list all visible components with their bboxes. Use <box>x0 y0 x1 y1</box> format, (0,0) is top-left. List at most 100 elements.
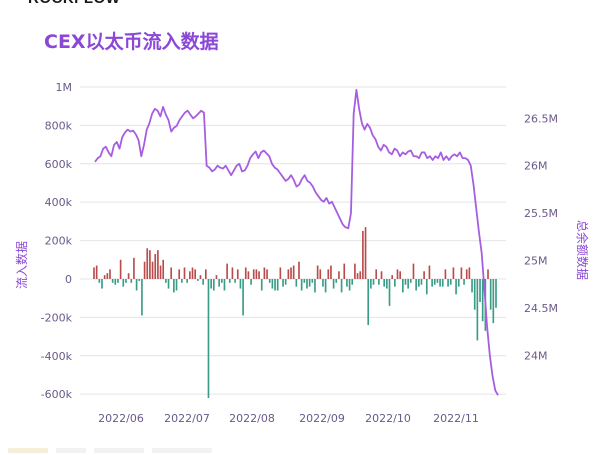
outflow-bar <box>274 278 276 291</box>
left-tick-label: 0 <box>65 273 72 286</box>
inflow-bar <box>127 273 130 279</box>
inflow-bar <box>316 265 319 279</box>
outflow-bar <box>271 278 274 289</box>
outflow-bar <box>348 278 351 291</box>
inflow-bar <box>287 269 290 279</box>
outflow-bar <box>212 278 215 291</box>
outflow-bar <box>441 278 444 287</box>
inflow-bar <box>362 230 364 279</box>
right-tick-label: 26M <box>524 160 548 173</box>
inflow-bar <box>106 273 109 279</box>
inflow-bar <box>338 271 340 279</box>
outflow-bar <box>220 278 223 283</box>
outflow-bar <box>138 278 141 281</box>
left-tick-label: -600k <box>41 388 73 401</box>
left-axis-title: 流入数据 <box>14 241 29 289</box>
outflow-bar <box>436 278 439 283</box>
inflow-bar <box>279 267 282 279</box>
outflow-bar <box>473 278 476 310</box>
inflow-bar <box>356 273 359 279</box>
outflow-bar <box>420 278 423 285</box>
outflow-bar <box>351 278 354 285</box>
outflow-bar <box>218 278 220 287</box>
inflow-bar <box>133 257 135 279</box>
outflow-bar <box>250 278 252 285</box>
inflow-bar <box>215 275 218 279</box>
inflow-bar <box>258 271 260 279</box>
footer-mark <box>8 448 48 453</box>
right-tick-label: 25.5M <box>524 207 558 220</box>
outflow-bar <box>306 278 308 289</box>
outflow-bar <box>314 278 316 293</box>
outflow-bar <box>308 278 311 287</box>
outflow-bar <box>135 278 138 291</box>
outflow-bar <box>476 278 479 341</box>
outflow-bar <box>167 278 170 289</box>
inflow-bar <box>170 267 173 279</box>
x-tick-label: 2022/09 <box>299 412 345 425</box>
outflow-bar <box>388 278 391 306</box>
outflow-bar <box>417 278 420 287</box>
outflow-bar <box>404 278 407 285</box>
right-axis-title: 总余额数据 <box>575 220 590 280</box>
outflow-bar <box>471 278 473 293</box>
outflow-bar <box>114 278 117 285</box>
inflow-bar <box>146 248 149 279</box>
inflow-bar <box>103 275 106 279</box>
outflow-bar <box>370 278 372 289</box>
outflow-bar <box>303 278 306 283</box>
outflow-bar <box>173 278 175 293</box>
outflow-bar <box>300 278 303 291</box>
inflow-bar <box>154 254 157 279</box>
inflow-bar <box>298 261 300 279</box>
outflow-bar <box>141 278 143 316</box>
outflow-bar <box>234 278 236 283</box>
outflow-bar <box>197 278 199 281</box>
outflow-bar <box>111 278 114 283</box>
outflow-bar <box>463 278 465 285</box>
outflow-bar <box>489 278 492 310</box>
outflow-bar <box>367 278 370 326</box>
inflow-bar <box>266 269 268 279</box>
outflow-bar <box>455 278 457 295</box>
outflow-bar <box>175 278 178 291</box>
inflow-bar <box>231 267 234 279</box>
outflow-bar <box>223 278 226 291</box>
outflow-bar <box>268 278 271 283</box>
inflow-bar <box>178 269 181 279</box>
inflow-bar <box>159 265 162 279</box>
inflow-bar <box>399 271 401 279</box>
outflow-bar <box>228 278 231 283</box>
outflow-bar <box>284 278 287 285</box>
inflow-bar <box>460 267 463 279</box>
inflow-bar <box>396 269 399 279</box>
outflow-bar <box>98 278 101 283</box>
inflow-bar <box>199 275 202 279</box>
inflow-bar <box>157 250 159 279</box>
inflow-bar <box>327 269 330 279</box>
outflow-bar <box>378 278 380 285</box>
outflow-bar <box>439 278 441 287</box>
outflow-bar <box>481 278 484 322</box>
outflow-bar <box>386 278 388 289</box>
left-tick-label: -400k <box>41 350 73 363</box>
footer-mark <box>94 448 144 453</box>
x-tick-label: 2022/10 <box>365 412 411 425</box>
outflow-bar <box>372 278 375 285</box>
inflow-bar <box>204 269 207 279</box>
x-tick-label: 2022/11 <box>433 412 479 425</box>
outflow-bar <box>210 278 212 289</box>
balance-line <box>94 88 499 396</box>
inflow-bar <box>468 267 471 279</box>
chart-title: CEX以太币流入数据 <box>44 31 219 53</box>
outflow-bar <box>407 278 409 289</box>
inflow-bar <box>162 259 165 279</box>
outflow-bar <box>335 278 338 283</box>
inflow-bar <box>263 267 266 279</box>
right-tick-label: 26.5M <box>524 112 558 125</box>
outflow-bar <box>242 278 244 316</box>
outflow-bar <box>202 278 204 285</box>
outflow-bar <box>340 278 343 293</box>
outflow-bar <box>324 278 327 293</box>
